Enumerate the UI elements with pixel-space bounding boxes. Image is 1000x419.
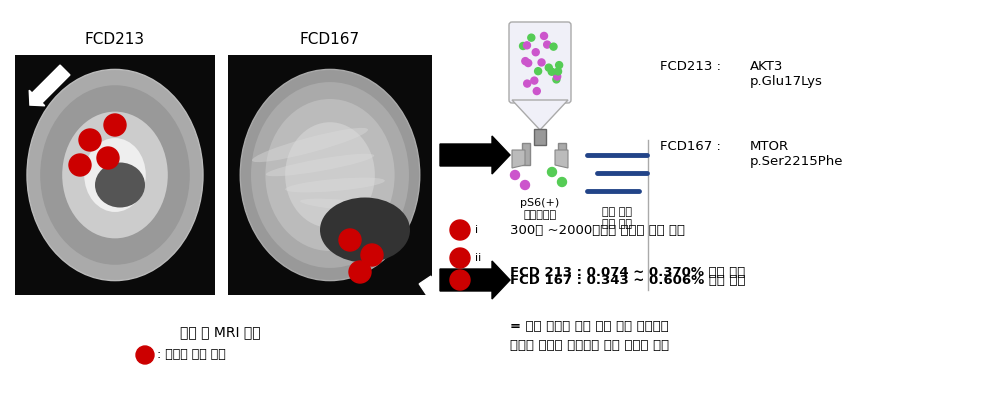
Circle shape — [532, 49, 539, 56]
Text: 300만 ~2000만개의 유전자 리드 분석: 300만 ~2000만개의 유전자 리드 분석 — [510, 223, 685, 236]
Circle shape — [553, 76, 560, 83]
Ellipse shape — [285, 178, 385, 192]
Circle shape — [79, 129, 101, 151]
Circle shape — [548, 168, 556, 176]
Ellipse shape — [251, 82, 409, 268]
Circle shape — [556, 62, 563, 69]
Circle shape — [533, 88, 540, 95]
Circle shape — [520, 181, 530, 189]
Circle shape — [554, 73, 561, 80]
Text: FCD167 :: FCD167 : — [660, 140, 721, 153]
Circle shape — [69, 154, 91, 176]
Text: = 발작 원인이 되는 수술 절제 부위에서
발작의 원인이 극미량의 변이 때문임 증명: = 발작 원인이 되는 수술 절제 부위에서 발작의 원인이 극미량의 변이 때… — [510, 320, 669, 352]
Ellipse shape — [265, 99, 395, 251]
Ellipse shape — [252, 128, 368, 162]
FancyBboxPatch shape — [509, 22, 571, 103]
Text: MTOR
p.Ser2215Phe: MTOR p.Ser2215Phe — [750, 140, 844, 168]
Text: pS6(+)
유세포분리: pS6(+) 유세포분리 — [520, 198, 560, 220]
Text: i: i — [475, 225, 478, 235]
Circle shape — [545, 64, 552, 71]
Ellipse shape — [320, 197, 410, 262]
Text: FCD 167 : 0.343 ~ 0.606% 변이 존재: FCD 167 : 0.343 ~ 0.606% 변이 존재 — [510, 274, 746, 287]
Circle shape — [558, 178, 566, 186]
Ellipse shape — [27, 70, 203, 281]
Ellipse shape — [285, 122, 375, 228]
FancyBboxPatch shape — [15, 55, 215, 295]
FancyBboxPatch shape — [522, 143, 530, 165]
Circle shape — [450, 270, 470, 290]
Circle shape — [528, 34, 535, 41]
Ellipse shape — [84, 138, 146, 212]
Circle shape — [450, 248, 470, 268]
FancyBboxPatch shape — [228, 55, 432, 295]
Circle shape — [550, 43, 557, 50]
Polygon shape — [512, 100, 568, 130]
Polygon shape — [555, 150, 568, 168]
Circle shape — [522, 58, 529, 65]
Text: FCD 213 : 0.074 ~ 0.370% 변이 존재: FCD 213 : 0.074 ~ 0.370% 변이 존재 — [510, 266, 745, 279]
Text: ii: ii — [475, 253, 481, 263]
Text: iii: iii — [475, 275, 484, 285]
Circle shape — [531, 77, 538, 84]
Text: FCD213 :: FCD213 : — [660, 60, 721, 73]
Text: : 유전자 분석 부위: : 유전자 분석 부위 — [157, 349, 226, 362]
Polygon shape — [512, 150, 525, 168]
FancyBboxPatch shape — [534, 129, 546, 145]
Ellipse shape — [40, 85, 190, 265]
Circle shape — [538, 59, 545, 66]
Text: 패널 분석
변이 검출: 패널 분석 변이 검출 — [602, 207, 632, 229]
Circle shape — [520, 42, 527, 49]
Text: FCD213: FCD213 — [85, 32, 145, 47]
Circle shape — [535, 68, 542, 75]
Circle shape — [555, 68, 562, 75]
Circle shape — [511, 171, 520, 179]
Circle shape — [97, 147, 119, 169]
FancyArrow shape — [440, 261, 510, 299]
Circle shape — [524, 80, 531, 87]
Circle shape — [104, 114, 126, 136]
Circle shape — [541, 32, 548, 39]
Text: 수술 후 MRI 사진: 수술 후 MRI 사진 — [180, 325, 260, 339]
Circle shape — [361, 244, 383, 266]
Circle shape — [349, 261, 371, 283]
FancyBboxPatch shape — [558, 143, 566, 165]
Ellipse shape — [95, 163, 145, 207]
FancyArrow shape — [29, 65, 70, 106]
Circle shape — [523, 42, 530, 49]
Circle shape — [544, 41, 551, 48]
Circle shape — [525, 59, 532, 67]
Ellipse shape — [240, 70, 420, 281]
Circle shape — [450, 220, 470, 240]
Circle shape — [136, 346, 154, 364]
Ellipse shape — [62, 111, 168, 238]
Text: AKT3
p.Glu17Lys: AKT3 p.Glu17Lys — [750, 60, 823, 88]
Text: FCD167: FCD167 — [300, 32, 360, 47]
Ellipse shape — [266, 154, 374, 176]
Circle shape — [339, 229, 361, 251]
FancyArrow shape — [440, 136, 510, 174]
Ellipse shape — [300, 199, 390, 211]
FancyArrow shape — [419, 276, 446, 306]
Circle shape — [548, 68, 555, 75]
